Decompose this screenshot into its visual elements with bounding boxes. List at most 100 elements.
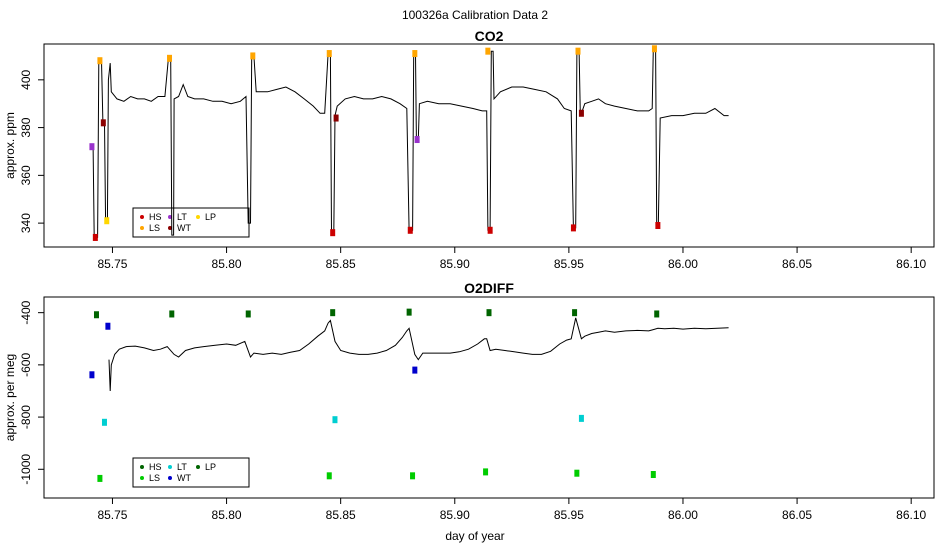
co2-x-tick-label: 85.90 <box>440 257 470 271</box>
co2-legend-item-4: LP <box>196 212 216 222</box>
o2diff-marker-lt <box>578 414 584 422</box>
co2-marker-wt <box>578 109 584 117</box>
o2diff-y-tick-label: -1000 <box>19 454 33 485</box>
o2diff-legend-item-3: WT <box>168 473 191 483</box>
o2diff-marker-hs <box>654 310 660 318</box>
co2-x-tick-label: 85.85 <box>326 257 356 271</box>
o2diff-marker-wt <box>412 366 418 374</box>
o2diff-legend-marker-4 <box>196 465 200 469</box>
o2diff-series-line <box>108 317 729 392</box>
o2diff-x-tick-label: 86.10 <box>896 508 926 522</box>
co2-y-tick-label: 400 <box>19 69 33 89</box>
co2-marker-ls <box>250 52 256 60</box>
co2-marker-hs <box>570 224 576 232</box>
o2diff-legend-marker-3 <box>168 476 172 480</box>
o2diff-legend-item-4: LP <box>196 462 216 472</box>
co2-marker-ls <box>485 47 491 55</box>
co2-marker-wt <box>100 119 106 127</box>
o2diff-legend-marker-1 <box>140 476 144 480</box>
co2-legend-item-0: HS <box>140 212 162 222</box>
co2-x-tick-label: 85.95 <box>554 257 584 271</box>
co2-legend-label-1: LS <box>149 223 160 233</box>
co2-panel: CO2 approx. ppm HS LS LT WT LP <box>3 28 935 271</box>
o2diff-marker-ls <box>326 472 332 480</box>
co2-legend-label-0: HS <box>149 212 162 222</box>
co2-legend: HS LS LT WT LP <box>132 207 250 238</box>
co2-x-tick-label: 86.00 <box>668 257 698 271</box>
co2-marker-lt <box>414 136 420 144</box>
o2diff-marker-hs <box>406 308 412 316</box>
o2diff-marker-hs <box>486 309 492 317</box>
o2diff-marker-hs <box>330 309 336 317</box>
o2diff-legend-label-3: WT <box>177 473 191 483</box>
o2diff-x-tick-label: 86.05 <box>782 508 812 522</box>
co2-marker-lp <box>104 217 110 225</box>
co2-x-tick-label: 85.75 <box>97 257 127 271</box>
co2-legend-marker-3 <box>168 226 172 230</box>
o2diff-legend-label-0: HS <box>149 462 162 472</box>
co2-marker-ls <box>97 57 103 65</box>
co2-marker-hs <box>407 226 413 234</box>
co2-panel-title: CO2 <box>475 28 504 44</box>
o2diff-legend-item-2: LT <box>168 462 187 472</box>
o2diff-y-tick-label: -800 <box>19 405 33 429</box>
o2diff-x-tick-label: 85.95 <box>554 508 584 522</box>
o2diff-marker-lt <box>101 418 107 426</box>
co2-legend-marker-0 <box>140 215 144 219</box>
co2-y-tick-label: 340 <box>19 213 33 233</box>
co2-legend-label-3: WT <box>177 223 191 233</box>
co2-legend-marker-2 <box>168 215 172 219</box>
co2-x-tick-label: 86.05 <box>782 257 812 271</box>
o2diff-y-axis-label: approx. per meg <box>3 354 17 441</box>
co2-marker-hs <box>330 229 336 237</box>
o2diff-marker-wt <box>89 371 95 379</box>
o2diff-x-tick-label: 85.90 <box>440 508 470 522</box>
page-title: 100326a Calibration Data 2 <box>402 8 548 22</box>
co2-marker-ls <box>326 50 332 58</box>
o2diff-panel-title: O2DIFF <box>464 280 514 296</box>
co2-legend-box <box>132 207 250 238</box>
o2diff-legend-label-2: LT <box>177 462 187 472</box>
o2diff-legend: HS LS LT WT LP <box>132 457 250 488</box>
o2diff-y-tick-label: -400 <box>19 300 33 324</box>
co2-legend-marker-4 <box>196 215 200 219</box>
o2diff-legend-marker-2 <box>168 465 172 469</box>
o2diff-x-tick-label: 85.85 <box>326 508 356 522</box>
co2-legend-label-4: LP <box>205 212 216 222</box>
o2diff-panel: O2DIFF approx. per meg day of year HS LS… <box>3 280 935 543</box>
co2-y-axis-label: approx. ppm <box>3 112 17 179</box>
co2-marker-hs <box>92 233 98 241</box>
co2-marker-hs <box>655 222 661 230</box>
co2-legend-item-2: LT <box>168 212 187 222</box>
o2diff-marker-ls <box>574 469 580 477</box>
o2diff-marker-lt <box>332 416 338 424</box>
co2-marker-hs <box>487 226 493 234</box>
o2diff-x-tick-label: 86.00 <box>668 508 698 522</box>
o2diff-marker-hs <box>245 310 251 318</box>
co2-marker-ls <box>651 45 657 53</box>
o2diff-marker-wt <box>105 322 111 330</box>
o2diff-legend-marker-0 <box>140 465 144 469</box>
x-axis-label: day of year <box>445 529 504 543</box>
o2diff-marker-ls <box>650 471 656 479</box>
o2diff-marker-ls <box>483 468 489 476</box>
o2diff-legend-label-1: LS <box>149 473 160 483</box>
o2diff-legend-item-0: HS <box>140 462 162 472</box>
co2-y-tick-label: 360 <box>19 165 33 185</box>
o2diff-y-tick-label: -600 <box>19 353 33 377</box>
o2diff-legend-item-1: LS <box>140 473 160 483</box>
o2diff-x-tick-label: 85.75 <box>97 508 127 522</box>
o2diff-legend-label-4: LP <box>205 462 216 472</box>
o2diff-legend-box <box>132 457 250 488</box>
o2diff-marker-ls <box>97 474 103 482</box>
co2-marker-wt <box>333 114 339 122</box>
co2-series-line <box>90 48 729 238</box>
o2diff-marker-hs <box>572 309 578 317</box>
co2-x-tick-label: 85.80 <box>212 257 242 271</box>
co2-legend-item-1: LS <box>140 223 160 233</box>
co2-legend-marker-1 <box>140 226 144 230</box>
co2-x-tick-label: 86.10 <box>896 257 926 271</box>
o2diff-x-tick-label: 85.80 <box>212 508 242 522</box>
co2-y-tick-label: 380 <box>19 117 33 137</box>
